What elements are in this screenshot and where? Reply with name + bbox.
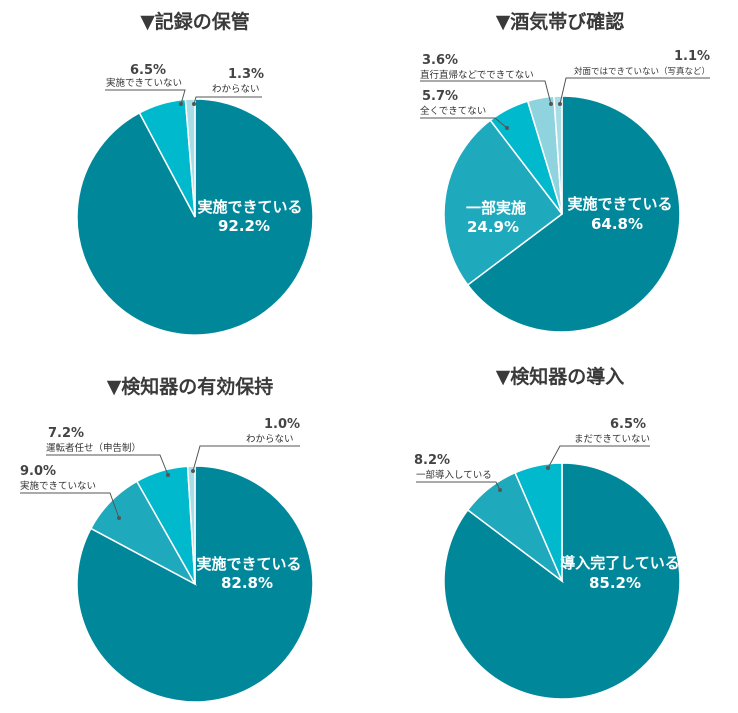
slice-value: 82.8% [221,574,273,592]
chart-detector-maintenance: ▼検知器の有効保持 実施できている 82.8% 9.0% 実施できていない 7.… [20,375,314,703]
slice-label: 一部導入している [416,469,492,481]
leader-lines [105,89,262,106]
slice-label: 実施できていない [20,480,96,492]
chart-title: ▼検知器の導入 [496,365,625,388]
chart-title: ▼検知器の有効保持 [107,375,274,398]
slice-label: 導入完了している [560,554,680,572]
leader-lines [416,445,650,492]
slice-label: 対面ではできていない（写真など） [574,66,710,77]
slice-value: 6.5% [610,417,646,432]
pie-slice [514,462,563,582]
slice-value: 7.2% [48,426,84,441]
slice-label: 実施できている [567,195,672,213]
pie [76,465,314,703]
slice-value: 24.9% [467,218,519,236]
slice-value: 1.3% [228,67,264,82]
pie [76,98,314,336]
slice-value: 5.7% [422,89,458,104]
slice-value: 64.8% [591,215,643,233]
chart-title: ▼記録の保管 [140,10,250,33]
slice-value: 3.6% [422,53,458,68]
pie-slice [443,119,564,286]
leader-lines [420,77,710,130]
slice-value: 6.5% [130,63,166,78]
pie-slice [466,95,681,333]
chart-alcohol-check: ▼酒気帯び確認 実施できている 64.8% 一部実施 24.9% 5.7% 全く… [420,10,710,333]
pie-slice [186,465,196,585]
slice-label: 直行直帰などでできてない [420,69,534,81]
slice-label: 運転者任せ（申告制） [46,442,141,454]
slice-value: 92.2% [218,217,270,235]
pie [443,462,681,700]
slice-label: わからない [246,434,294,445]
chart-detector-installation: ▼検知器の導入 導入完了している 85.2% 8.2% 一部導入している 6.5… [414,365,681,700]
slice-label: 実施できている [197,198,302,216]
slice-label: 全くできてない [420,105,486,117]
slice-value: 85.2% [589,574,641,592]
chart-record-keeping: ▼記録の保管 実施できている 92.2% 6.5% 実施できていない 1.3% … [76,10,314,336]
slice-label: まだできていない [574,434,650,445]
slice-label: 実施できている [196,555,301,573]
slice-value: 8.2% [414,453,450,468]
slice-value: 1.0% [264,417,300,432]
slice-label: わからない [212,84,260,95]
leader-lines [20,445,300,520]
chart-title: ▼酒気帯び確認 [496,10,625,33]
slice-value: 1.1% [674,49,710,64]
slice-label: 一部実施 [466,199,526,217]
slice-label: 実施できていない [106,77,182,89]
slice-value: 9.0% [20,464,56,479]
